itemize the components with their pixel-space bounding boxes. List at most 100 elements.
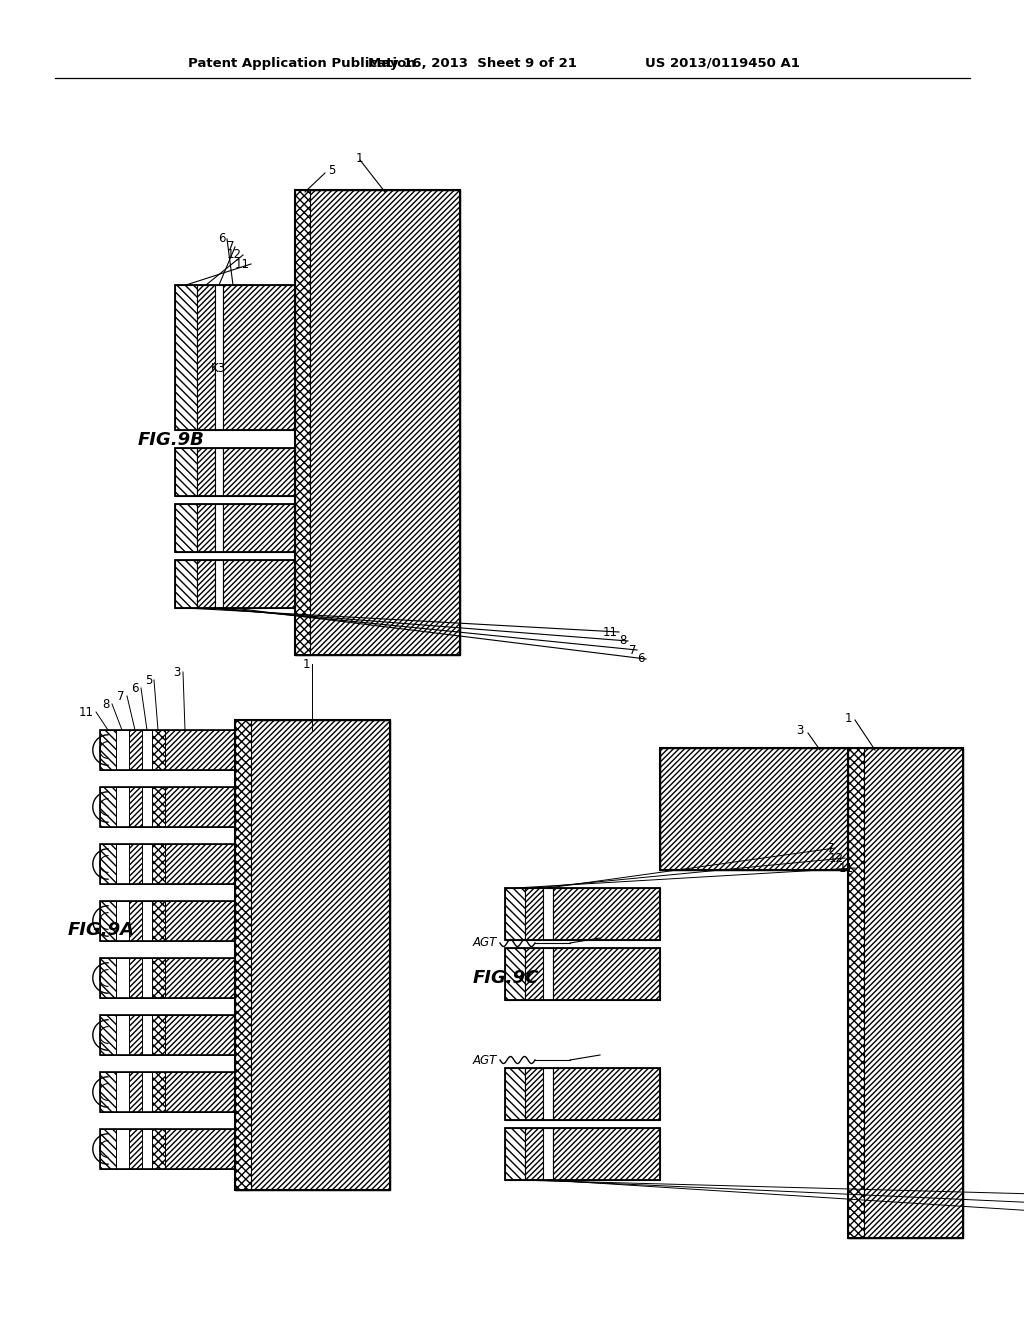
Bar <box>116 843 129 884</box>
Text: FIG.9B: FIG.9B <box>138 432 205 449</box>
Bar <box>100 1015 234 1055</box>
Bar <box>100 902 116 941</box>
Bar <box>100 730 116 770</box>
Bar <box>197 285 215 430</box>
Bar <box>553 948 660 1001</box>
Bar <box>215 560 223 609</box>
Bar <box>234 719 251 1191</box>
Bar <box>100 787 116 828</box>
Bar <box>175 447 197 496</box>
Bar <box>660 748 848 870</box>
Bar <box>165 1072 234 1111</box>
Text: 3: 3 <box>174 665 181 678</box>
Bar <box>100 902 234 941</box>
Bar <box>553 1068 660 1119</box>
Bar <box>165 958 234 998</box>
Bar <box>152 1129 165 1170</box>
Text: FIG.9A: FIG.9A <box>68 921 135 939</box>
Text: 7: 7 <box>629 644 636 656</box>
Bar <box>129 730 142 770</box>
Text: 1: 1 <box>845 711 852 725</box>
Bar <box>234 719 390 1191</box>
Bar <box>223 560 295 609</box>
Bar <box>165 787 234 828</box>
Bar <box>142 787 152 828</box>
Bar <box>848 748 864 1238</box>
Bar <box>129 843 142 884</box>
Bar <box>116 1015 129 1055</box>
Bar <box>175 560 295 609</box>
Bar <box>553 888 660 940</box>
Bar <box>165 730 234 770</box>
Bar <box>505 1129 525 1180</box>
Bar <box>100 1072 234 1111</box>
Text: 11: 11 <box>79 705 94 718</box>
Bar <box>543 948 553 1001</box>
Bar <box>175 447 295 496</box>
Bar <box>116 1129 129 1170</box>
Bar <box>175 285 295 430</box>
Text: 6: 6 <box>638 652 645 665</box>
Text: 5: 5 <box>144 673 152 686</box>
Bar <box>848 748 963 1238</box>
Bar <box>295 190 310 655</box>
Bar <box>223 447 295 496</box>
Bar <box>100 958 234 998</box>
Bar <box>129 1015 142 1055</box>
Bar <box>129 1129 142 1170</box>
Bar <box>100 1129 116 1170</box>
Bar <box>295 190 460 655</box>
Bar <box>525 888 543 940</box>
Bar <box>142 1129 152 1170</box>
Bar <box>525 1129 543 1180</box>
Bar <box>505 948 660 1001</box>
Bar <box>295 190 460 655</box>
Bar <box>100 1129 234 1170</box>
Bar <box>129 787 142 828</box>
Bar <box>129 902 142 941</box>
Bar <box>197 504 215 552</box>
Bar <box>165 1129 234 1170</box>
Text: AGT: AGT <box>473 936 498 949</box>
Bar <box>152 902 165 941</box>
Bar <box>165 843 234 884</box>
Text: 1: 1 <box>356 152 364 165</box>
Bar <box>234 719 390 1191</box>
Bar <box>175 504 197 552</box>
Bar <box>116 730 129 770</box>
Bar <box>848 748 963 1238</box>
Bar <box>505 888 660 940</box>
Bar <box>129 958 142 998</box>
Bar <box>505 1068 525 1119</box>
Bar <box>116 787 129 828</box>
Bar <box>525 1068 543 1119</box>
Bar <box>142 843 152 884</box>
Text: 8: 8 <box>102 697 110 710</box>
Text: 6: 6 <box>218 232 226 246</box>
Text: 11: 11 <box>839 862 854 874</box>
Text: K3: K3 <box>211 363 226 375</box>
Bar <box>116 1072 129 1111</box>
Bar <box>116 902 129 941</box>
Bar <box>505 1129 660 1180</box>
Bar <box>152 787 165 828</box>
Bar <box>505 888 525 940</box>
Bar <box>175 285 197 430</box>
Text: 3: 3 <box>797 725 804 738</box>
Bar <box>100 730 234 770</box>
Bar <box>129 1072 142 1111</box>
Bar <box>543 888 553 940</box>
Bar <box>223 504 295 552</box>
Bar <box>215 447 223 496</box>
Bar <box>152 958 165 998</box>
Bar <box>197 560 215 609</box>
Bar <box>142 902 152 941</box>
Bar <box>165 902 234 941</box>
Bar <box>175 504 295 552</box>
Bar <box>100 843 116 884</box>
Bar <box>116 958 129 998</box>
Bar <box>100 958 116 998</box>
Bar <box>142 1015 152 1055</box>
Bar <box>152 843 165 884</box>
Bar <box>215 285 223 430</box>
